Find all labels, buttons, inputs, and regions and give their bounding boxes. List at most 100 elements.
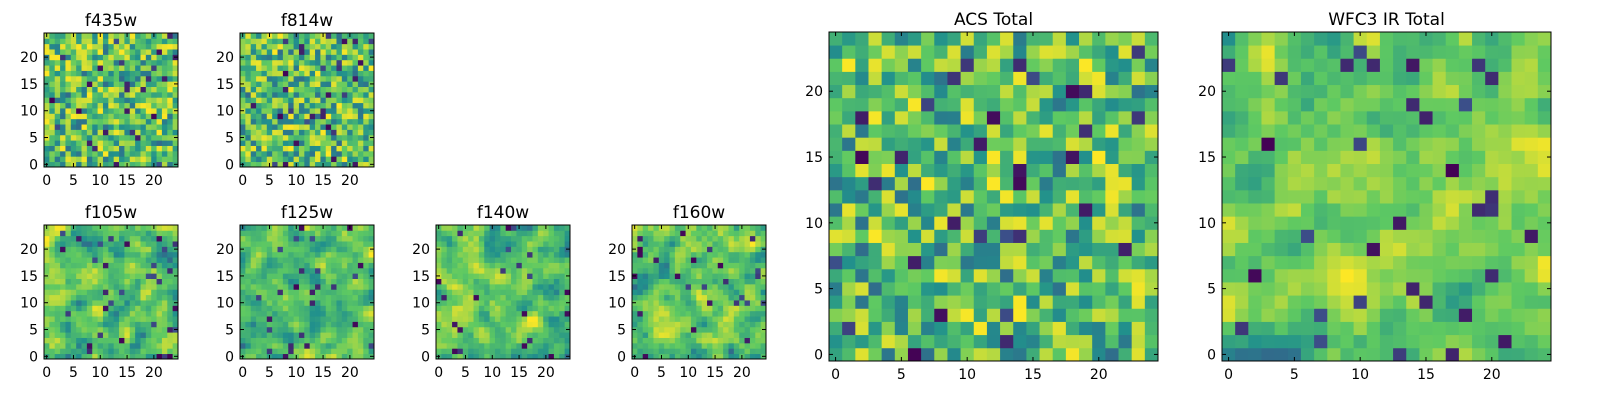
heatmap-cell bbox=[1485, 216, 1499, 230]
heatmap-cell bbox=[717, 246, 724, 253]
heatmap-cell bbox=[245, 235, 252, 242]
heatmap-cell bbox=[81, 161, 88, 168]
heatmap-cell bbox=[894, 229, 909, 243]
heatmap-cell bbox=[484, 262, 490, 269]
heatmap-cell bbox=[320, 246, 327, 253]
heatmap-cell bbox=[320, 342, 327, 349]
heatmap-cell bbox=[532, 283, 539, 290]
heatmap-cell bbox=[161, 156, 168, 163]
heatmap-cell bbox=[690, 283, 697, 290]
heatmap-cell bbox=[156, 81, 163, 87]
heatmap-cell bbox=[156, 353, 163, 360]
heatmap-cell bbox=[250, 348, 257, 355]
heatmap-cell bbox=[113, 118, 120, 125]
heatmap-cell bbox=[49, 113, 56, 120]
heatmap-cell bbox=[86, 59, 93, 66]
heatmap-cell bbox=[54, 150, 61, 157]
heatmap-cell bbox=[368, 129, 375, 136]
heatmap-cell bbox=[347, 241, 353, 247]
heatmap-cell bbox=[973, 58, 988, 72]
heatmap-cell bbox=[500, 337, 507, 344]
heatmap-cell bbox=[537, 283, 544, 290]
heatmap-cell bbox=[537, 235, 544, 242]
heatmap-cell bbox=[44, 65, 50, 71]
heatmap-cell bbox=[161, 124, 168, 130]
heatmap-cell bbox=[70, 113, 77, 120]
heatmap-cell bbox=[151, 305, 157, 312]
heatmap-cell bbox=[441, 348, 448, 355]
heatmap-cell bbox=[129, 342, 136, 349]
heatmap-cell bbox=[256, 251, 262, 258]
heatmap-cell bbox=[167, 300, 174, 306]
heatmap-cell bbox=[325, 108, 332, 114]
heatmap-cell bbox=[331, 310, 337, 317]
heatmap-cell bbox=[156, 251, 163, 258]
heatmap-cell bbox=[92, 108, 98, 114]
heatmap-cell bbox=[368, 321, 375, 328]
heatmap-cell bbox=[1379, 282, 1394, 296]
heatmap-cell bbox=[256, 134, 262, 141]
heatmap-cell bbox=[658, 230, 665, 237]
heatmap-cell bbox=[511, 262, 517, 269]
heatmap-cell bbox=[457, 321, 464, 328]
heatmap-cell bbox=[1092, 229, 1106, 243]
heatmap-cell bbox=[1235, 334, 1249, 349]
heatmap-cell bbox=[282, 262, 289, 269]
heatmap-cell bbox=[842, 229, 856, 243]
heatmap-cell bbox=[70, 49, 77, 55]
heatmap-cell bbox=[167, 156, 174, 163]
heatmap-cell bbox=[674, 289, 681, 296]
heatmap-cell bbox=[140, 118, 147, 125]
heatmap-cell bbox=[1419, 295, 1433, 309]
heatmap-cell bbox=[70, 38, 77, 45]
heatmap-cell bbox=[60, 38, 66, 45]
heatmap-cell bbox=[261, 33, 268, 39]
heatmap-cell bbox=[363, 161, 370, 168]
heatmap-cell bbox=[298, 118, 305, 125]
heatmap-cell bbox=[553, 225, 560, 231]
heatmap-cell bbox=[161, 273, 168, 279]
heatmap-cell bbox=[341, 81, 348, 87]
heatmap-cell bbox=[86, 156, 93, 163]
heatmap-cell bbox=[167, 75, 174, 82]
heatmap-cell bbox=[320, 332, 327, 338]
heatmap-cell bbox=[685, 342, 692, 349]
heatmap-cell bbox=[277, 353, 284, 360]
heatmap-cell bbox=[728, 321, 735, 328]
heatmap-cell bbox=[315, 70, 321, 77]
heatmap-cell bbox=[135, 326, 141, 333]
heatmap-cell bbox=[712, 251, 719, 258]
heatmap-cell bbox=[250, 289, 257, 296]
heatmap-cell bbox=[119, 65, 125, 71]
heatmap-cell bbox=[156, 305, 163, 312]
heatmap-cell bbox=[70, 156, 77, 163]
heatmap-cell bbox=[129, 97, 136, 104]
heatmap-cell bbox=[505, 316, 512, 322]
heatmap-cell bbox=[108, 262, 115, 269]
heatmap-cell bbox=[277, 251, 284, 258]
heatmap-cell bbox=[1340, 321, 1354, 336]
heatmap-cell bbox=[54, 225, 61, 231]
heatmap-cell bbox=[559, 251, 566, 258]
heatmap-cell bbox=[457, 257, 464, 263]
heatmap-cell bbox=[1379, 347, 1394, 362]
heatmap-cell bbox=[70, 337, 77, 344]
heatmap-cell bbox=[151, 310, 157, 317]
heatmap-cell bbox=[1105, 242, 1119, 257]
heatmap-cell bbox=[468, 241, 474, 247]
heatmap-cell bbox=[462, 273, 469, 279]
heatmap-cell bbox=[240, 113, 246, 120]
heatmap-cell bbox=[119, 108, 125, 114]
heatmap-cell bbox=[505, 326, 512, 333]
heatmap-cell bbox=[151, 134, 157, 141]
heatmap-cell bbox=[44, 348, 50, 355]
heatmap-cell bbox=[1144, 124, 1159, 138]
heatmap-cell bbox=[266, 65, 273, 71]
heatmap-cell bbox=[441, 305, 448, 312]
heatmap-cell bbox=[156, 102, 163, 109]
heatmap-cell bbox=[500, 262, 507, 269]
heatmap-cell bbox=[707, 348, 713, 355]
heatmap-cell bbox=[868, 84, 883, 99]
heatmap-cell bbox=[1340, 308, 1354, 322]
heatmap-cell bbox=[97, 273, 104, 279]
